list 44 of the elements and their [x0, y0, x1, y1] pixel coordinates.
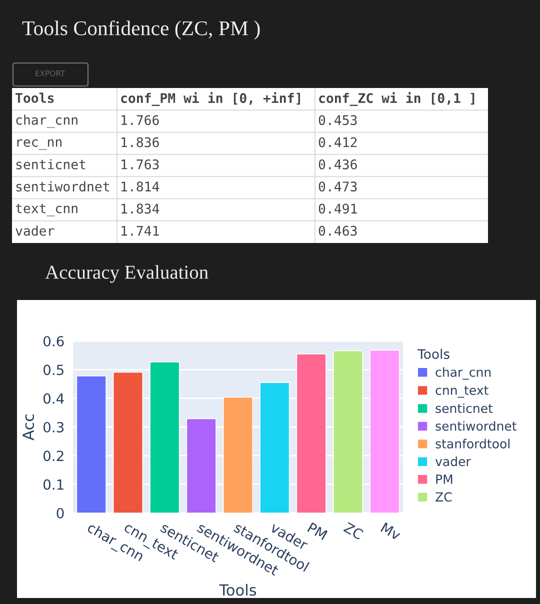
text: 1.836	[122, 137, 159, 148]
legend-label: senticnet	[436, 403, 493, 414]
legend-title: Tools	[418, 348, 450, 360]
x-tick-label: ZC	[343, 522, 364, 540]
text: 1.834	[122, 204, 160, 214]
legend-label: PM	[436, 474, 452, 484]
legend-label: char_cnn	[436, 367, 491, 380]
category-label: conf_PM wi in [0, +inf]	[121, 92, 300, 106]
y-tick-label: 0.3	[43, 422, 64, 432]
y-tick-label: 0.4	[43, 393, 64, 404]
x-axis-title: Tools	[219, 584, 256, 596]
text: 1.741	[122, 226, 159, 236]
text: 0.436	[318, 159, 357, 170]
text: 1.766	[122, 115, 159, 126]
category-label: Tools	[16, 92, 54, 103]
y-tick-label: 0.1	[43, 479, 64, 490]
text: 0.453	[318, 115, 357, 126]
text: Tools Confidence (ZC, PM )	[22, 20, 260, 40]
y-axis-title: Acc	[22, 414, 34, 440]
y-tick-label: 0.5	[43, 364, 64, 376]
text: 1.814	[122, 182, 160, 192]
text: 1.763	[122, 159, 159, 170]
x-tick-label: PM	[307, 522, 328, 540]
y-tick-label: 0.6	[43, 336, 64, 346]
category-label: rec_nn	[17, 139, 62, 150]
chart-title: Accuracy Evaluation	[45, 265, 208, 283]
category-label: sentiwordnet	[16, 181, 110, 192]
text: 0.491	[318, 204, 357, 214]
y-tick-label: 0	[56, 508, 64, 518]
text: 0.463	[318, 226, 357, 236]
text: 0.473	[318, 182, 357, 192]
category-label: conf_ZC wi in [0,1 ]	[319, 92, 474, 106]
category-label: char_cnn	[16, 114, 78, 128]
category-label: vader	[16, 226, 54, 236]
legend-label: stanfordtool	[436, 438, 510, 448]
legend-label: vader	[435, 456, 471, 466]
legend-label: ZC	[436, 492, 452, 502]
legend-label: sentiwordnet	[436, 421, 516, 431]
text: 0.412	[318, 137, 357, 148]
x-tick-label: Mv	[380, 522, 402, 540]
y-tick-label: 0.2	[43, 450, 64, 462]
category-label: text_cnn	[16, 204, 78, 216]
category-label: senticnet	[16, 159, 86, 170]
legend-label: cnn_text	[436, 386, 488, 398]
